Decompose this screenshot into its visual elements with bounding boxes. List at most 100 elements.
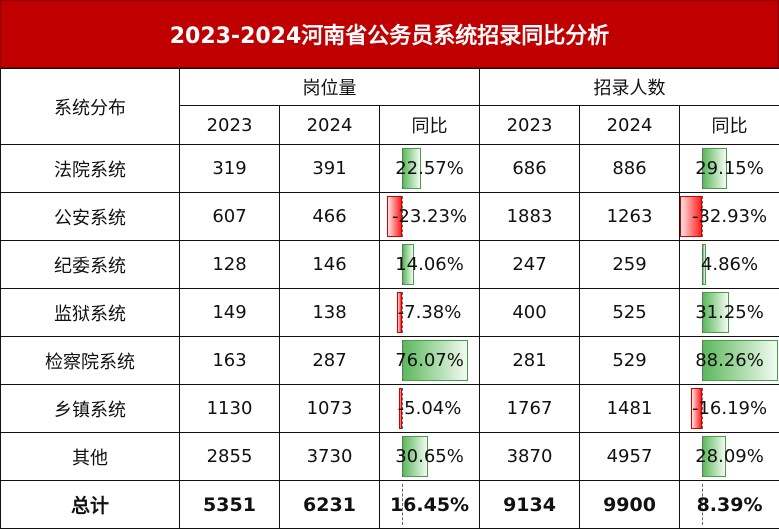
cell-pos-yoy-axis <box>402 388 403 429</box>
cell-pos-yoy-axis <box>402 244 403 285</box>
total-hire-yoy-text: 8.39% <box>696 493 763 516</box>
cell-hire-yoy: 28.09% <box>679 432 779 481</box>
total-row: 总计 5351 6231 16.45% 9134 9900 8.39% <box>0 480 779 529</box>
row-system-name: 公安系统 <box>0 192 180 241</box>
cell-pos-yoy-bar <box>386 196 402 237</box>
cell-hire-yoy-text: 4.86% <box>700 254 759 275</box>
cell-pos-yoy: -23.23% <box>378 192 481 241</box>
cell-hire-yoy-bar <box>680 196 702 237</box>
header-pos-2024: 2024 <box>279 105 380 145</box>
total-hire-2023: 9134 <box>479 480 581 529</box>
table-row: 其他 2855 3730 30.65% 3870 4957 28.09% <box>0 432 779 481</box>
cell-pos-yoy-axis <box>402 340 403 381</box>
cell-pos-yoy-bar <box>402 436 429 477</box>
total-pos-yoy: 16.45% <box>378 480 481 529</box>
cell-pos-yoy-axis <box>402 148 403 189</box>
table-row: 公安系统 607 466 -23.23% 1883 1263 -32.93% <box>0 192 779 241</box>
cell-pos-yoy-axis <box>402 292 403 333</box>
cell-pos-yoy-text: 22.57% <box>395 158 464 179</box>
cell-hire-yoy-text: -16.19% <box>691 398 768 419</box>
row-system-name: 法院系统 <box>0 144 180 193</box>
header-pos-yoy: 同比 <box>378 105 481 145</box>
cell-hire-yoy-bar <box>691 388 702 429</box>
cell-hire-yoy-text: 29.15% <box>695 158 764 179</box>
comparison-table: 系统分布 岗位量 招录人数 2023 2024 同比 2023 2024 同比 … <box>0 68 779 529</box>
cell-pos-2024: 138 <box>279 288 380 337</box>
cell-hire-yoy: 4.86% <box>679 240 779 289</box>
cell-hire-2023: 1883 <box>479 192 581 241</box>
cell-pos-yoy-bar <box>398 388 402 429</box>
total-pos-yoy-axis <box>402 484 403 525</box>
cell-hire-yoy-axis <box>702 388 704 429</box>
header-pos-2023: 2023 <box>179 105 280 145</box>
cell-pos-2023: 128 <box>179 240 280 289</box>
cell-hire-2024: 529 <box>579 336 681 385</box>
cell-hire-2023: 686 <box>479 144 581 193</box>
cell-hire-yoy-bar <box>702 292 729 333</box>
cell-pos-yoy-text: 30.65% <box>395 446 464 467</box>
total-label: 总计 <box>0 480 180 529</box>
cell-pos-yoy-bar <box>402 340 468 381</box>
cell-hire-yoy: -32.93% <box>679 192 779 241</box>
total-hire-yoy: 8.39% <box>679 480 779 529</box>
cell-hire-yoy-axis <box>702 292 704 333</box>
cell-hire-2024: 259 <box>579 240 681 289</box>
header-row-groups: 系统分布 岗位量 招录人数 <box>0 68 779 145</box>
cell-pos-yoy-axis <box>402 196 403 237</box>
table-title: 2023-2024河南省公务员系统招录同比分析 <box>0 0 779 68</box>
row-system-name: 检察院系统 <box>0 336 180 385</box>
cell-pos-2023: 1130 <box>179 384 280 433</box>
cell-hire-2023: 281 <box>479 336 581 385</box>
total-pos-2023: 5351 <box>179 480 280 529</box>
table-row: 检察院系统 163 287 76.07% 281 529 88.26% <box>0 336 779 385</box>
total-pos-2024: 6231 <box>279 480 380 529</box>
total-hire-2024: 9900 <box>579 480 681 529</box>
cell-hire-yoy-axis <box>702 148 704 189</box>
cell-pos-2024: 391 <box>279 144 380 193</box>
cell-pos-yoy: 30.65% <box>378 432 481 481</box>
cell-pos-yoy-bar <box>397 292 402 333</box>
table-row: 纪委系统 128 146 14.06% 247 259 4.86% <box>0 240 779 289</box>
cell-hire-yoy-axis <box>702 196 704 237</box>
cell-hire-2023: 1767 <box>479 384 581 433</box>
cell-hire-yoy-text: 31.25% <box>695 302 764 323</box>
cell-hire-yoy-bar <box>702 340 779 381</box>
cell-pos-2024: 466 <box>279 192 380 241</box>
total-pos-yoy-text: 16.45% <box>389 493 470 516</box>
cell-pos-yoy-axis <box>402 436 403 477</box>
cell-pos-yoy-text: 76.07% <box>395 350 464 371</box>
cell-pos-2023: 2855 <box>179 432 280 481</box>
cell-hire-2024: 525 <box>579 288 681 337</box>
cell-hire-yoy-axis <box>702 340 704 381</box>
cell-hire-yoy: 31.25% <box>679 288 779 337</box>
cell-hire-2023: 400 <box>479 288 581 337</box>
cell-hire-yoy: 29.15% <box>679 144 779 193</box>
row-system-name: 其他 <box>0 432 180 481</box>
total-hire-yoy-axis <box>702 484 704 525</box>
header-positions: 岗位量 <box>178 68 481 106</box>
header-hire-yoy: 同比 <box>679 105 779 145</box>
cell-hire-yoy-text: 88.26% <box>695 350 764 371</box>
cell-pos-2023: 319 <box>179 144 280 193</box>
cell-hire-2024: 1481 <box>579 384 681 433</box>
cell-pos-yoy-text: -7.38% <box>397 302 462 323</box>
row-system-name: 纪委系统 <box>0 240 180 289</box>
row-system-name: 监狱系统 <box>0 288 180 337</box>
cell-pos-2023: 149 <box>179 288 280 337</box>
cell-pos-yoy-text: -5.04% <box>397 398 462 419</box>
cell-hire-yoy-axis <box>702 244 704 285</box>
table-row: 监狱系统 149 138 -7.38% 400 525 31.25% <box>0 288 779 337</box>
cell-pos-2024: 146 <box>279 240 380 289</box>
header-hire-2024: 2024 <box>579 105 681 145</box>
cell-hire-2024: 1263 <box>579 192 681 241</box>
cell-hire-2023: 3870 <box>479 432 581 481</box>
header-system: 系统分布 <box>0 68 180 145</box>
cell-pos-2024: 3730 <box>279 432 380 481</box>
header-row-years: 2023 2024 同比 2023 2024 同比 <box>1 105 779 145</box>
header-hire-2023: 2023 <box>479 105 581 145</box>
cell-hire-2024: 4957 <box>579 432 681 481</box>
cell-hire-2023: 247 <box>479 240 581 289</box>
cell-hire-yoy: 88.26% <box>679 336 779 385</box>
cell-pos-2024: 1073 <box>279 384 380 433</box>
cell-hire-yoy-text: -32.93% <box>691 206 768 227</box>
